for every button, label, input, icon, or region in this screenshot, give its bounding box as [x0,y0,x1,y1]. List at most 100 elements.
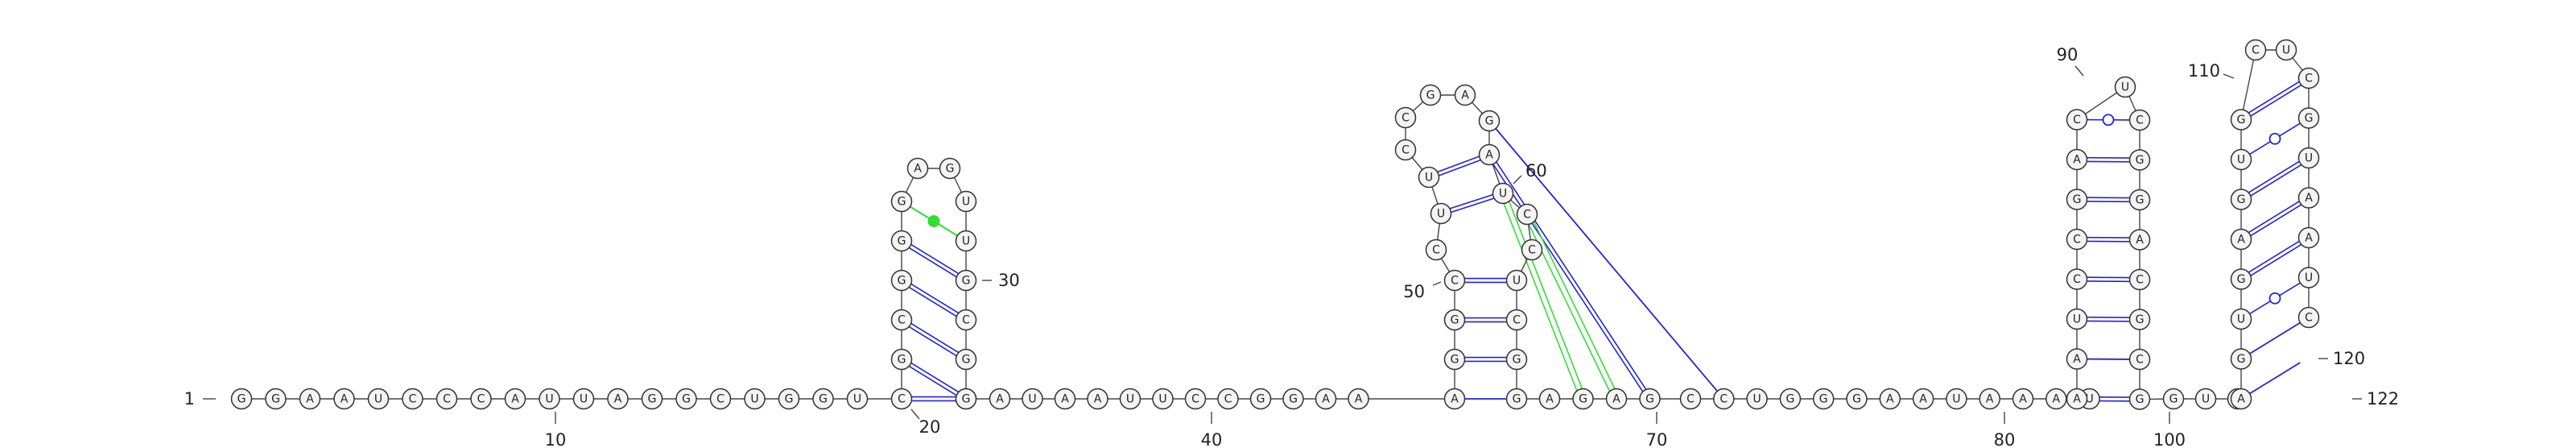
nucleotide-109: G [2230,189,2252,210]
nucleotide-100: G [2128,388,2151,410]
nucleotide-39: U [1119,388,1141,410]
nucleotide-24: G [890,230,913,252]
nucleotide-letter: U [2305,272,2313,284]
position-label-100: 100 [2153,430,2186,448]
nucleotide-51: C [1425,239,1447,261]
nucleotide-letter: A [2237,234,2245,247]
position-label-90: 90 [2057,45,2079,64]
nucleotide-58: G [1478,110,1501,132]
nucleotide-2: G [265,388,287,410]
nucleotide-letter: G [898,235,906,248]
nucleotide-letter: G [785,393,794,406]
nucleotide-25: G [890,190,913,213]
nucleotide-letter: G [1451,314,1459,327]
base-pair-49-64 [1464,317,1507,323]
nucleotide-letter: A [341,393,349,406]
nucleotide-letter: U [962,235,970,248]
nucleotide-5: U [367,388,390,410]
nucleotide-letter: C [2252,44,2260,57]
base-pair-107-118 [2248,240,2302,276]
nucleotide-3: A [299,388,321,410]
nucleotide-letter: U [2237,154,2245,167]
nucleotide-letter: G [962,354,971,367]
nucleotide-7: C [436,388,458,410]
nucleotide-letter: U [1028,393,1036,406]
nucleotide-letter: C [1686,393,1695,406]
nucleotide-31: C [955,309,977,331]
nucleotide-letter: U [2282,44,2290,57]
nucleotide-letter: G [962,275,971,288]
nucleotide-letter: A [2073,393,2081,406]
nucleotide-95: G [2128,189,2151,211]
nucleotide-letter: A [2136,234,2144,247]
base-pair-88-96 [2087,236,2130,243]
nucleotide-4: A [333,388,355,410]
nucleotide-114: C [2297,67,2320,89]
nucleotide-112: C [2244,39,2267,61]
nucleotide-letter: U [1499,188,1507,201]
nucleotide-letter: A [1461,89,1469,102]
nucleotide-letter: U [2085,393,2093,406]
tick-50 [1432,281,1442,286]
nucleotide-letter: U [2121,81,2129,94]
nucleotide-letter: G [2237,353,2246,366]
nucleotide-letter: U [1952,393,1960,406]
nucleotide-56: G [1419,84,1442,106]
nucleotide-letter: G [682,393,691,406]
nucleotide-letter: C [477,393,485,406]
nucleotide-81: A [2012,388,2034,410]
base-pair-48-65 [1464,356,1507,363]
position-label-10: 10 [545,430,567,448]
nucleotide-37: A [1054,388,1076,410]
nucleotide-65: G [1505,348,1528,371]
nucleotide-55: C [1394,106,1417,129]
nucleotide-letter: G [1852,393,1861,406]
nucleotide-letter: A [2019,393,2027,406]
nucleotide-77: A [1879,388,1901,410]
nucleotide-letter: U [374,393,382,406]
nucleotide-110: U [2230,148,2252,171]
position-label-60: 60 [1525,161,1547,180]
nucleotide-letter: C [1528,244,1536,257]
nucleotide-120: C [2297,306,2320,329]
nucleotide-letter: C [2136,274,2144,287]
base-pair-60-68 [1503,201,1583,391]
position-label-1: 1 [184,389,195,409]
nucleotide-46: A [1348,388,1369,410]
nucleotide-letter: G [1289,393,1298,406]
nucleotide-letter: A [2305,192,2313,205]
nucleotide-23: G [890,269,913,292]
nucleotide-letter: A [1061,393,1069,406]
nucleotide-letter: A [1612,393,1620,406]
nucleotide-letter: A [614,393,622,406]
nucleotide-letter: A [1546,393,1554,406]
nucleotide-letter: G [1645,393,1654,406]
nucleotide-22: C [890,309,913,331]
nucleotide-12: A [607,388,629,410]
nucleotide-letter: G [2237,114,2246,127]
nucleotide-50: C [1443,269,1466,292]
nucleotide-68: G [1572,388,1594,410]
base-pair-50-63 [1464,277,1507,284]
position-label-20: 20 [919,417,941,437]
nucleotide-69: A [1605,388,1628,410]
nucleotide-letter: G [898,354,906,367]
nucleotide-letter: A [2305,232,2313,245]
nucleotide-38: A [1087,388,1108,410]
nucleotide-47: A [1443,388,1466,410]
nucleotide-letter: G [2305,112,2314,125]
tick-90 [2074,65,2084,77]
nucleotide-letter: U [2202,393,2210,406]
base-pair-59-70 [1492,161,1647,392]
nucleotide-76: G [1846,388,1868,410]
base-pair-89-95 [2087,197,2130,203]
nucleotide-93: C [2128,109,2151,131]
nucleotide-104: A [2230,388,2252,410]
nucleotide-84: A [2066,388,2088,410]
nucleotide-letter: G [2136,393,2145,406]
nucleotide-42: C [1217,388,1239,410]
position-label-120: 120 [2333,349,2365,368]
nucleotide-48: G [1443,348,1466,371]
base-pair-53-59 [1437,156,1481,176]
